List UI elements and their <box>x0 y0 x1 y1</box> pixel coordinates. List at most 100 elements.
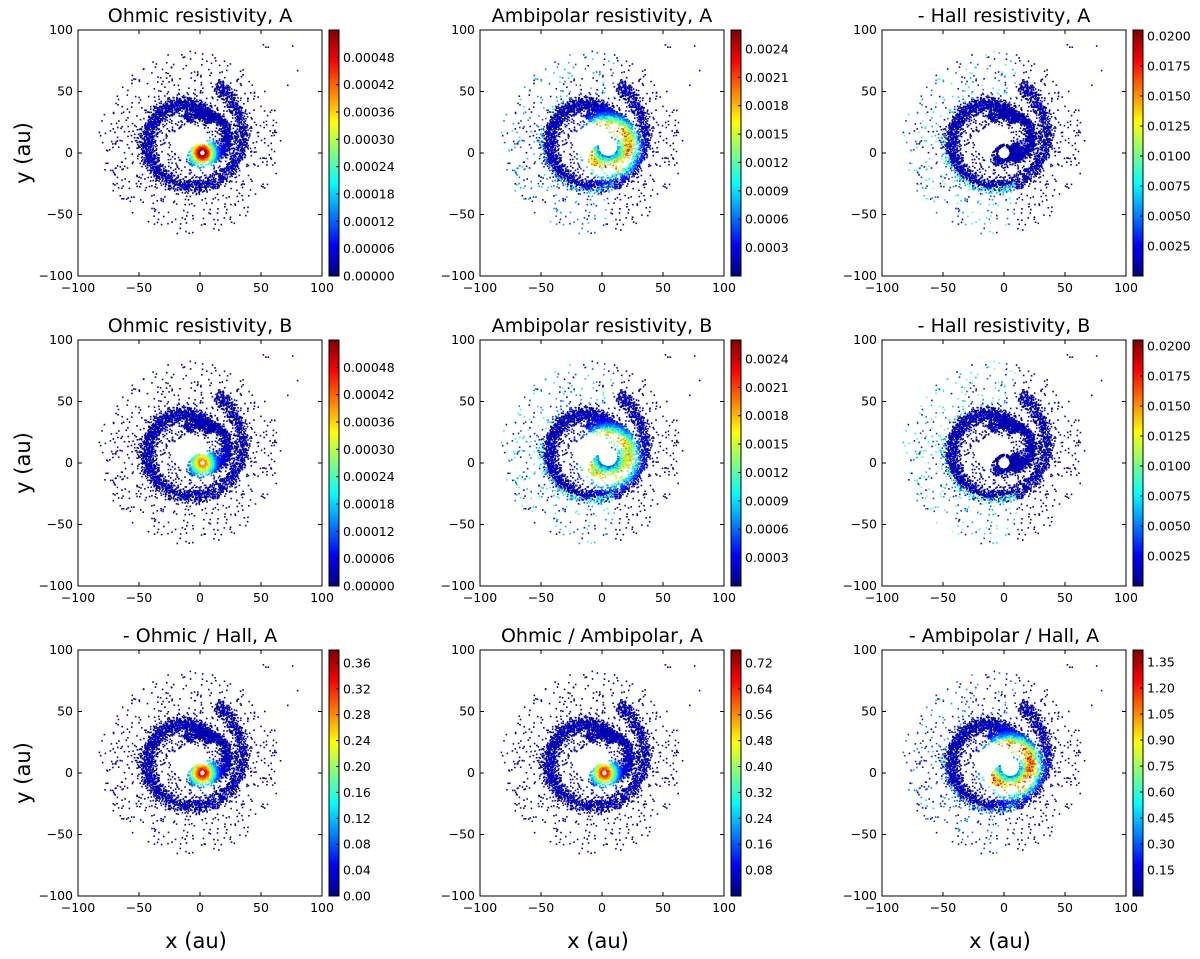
scatter-point <box>190 180 193 183</box>
scatter-point <box>262 161 264 163</box>
scatter-point <box>173 200 176 203</box>
scatter-point <box>209 213 212 215</box>
scatter-point <box>231 106 233 108</box>
scatter-point <box>110 169 112 172</box>
scatter-point <box>208 131 211 133</box>
scatter-point <box>168 130 171 133</box>
scatter-point <box>185 105 188 107</box>
scatter-point <box>193 109 196 112</box>
scatter-point <box>240 147 243 150</box>
scatter-point <box>159 140 162 142</box>
scatter-point <box>237 149 239 152</box>
scatter-point <box>202 180 204 183</box>
scatter-point <box>238 128 241 131</box>
scatter-point <box>158 167 161 170</box>
scatter-point <box>217 120 220 123</box>
scatter-point <box>112 128 115 130</box>
scatter-point <box>193 104 195 107</box>
scatter-point <box>178 104 181 106</box>
scatter-point <box>149 120 152 122</box>
scatter-point <box>233 97 235 99</box>
scatter-point <box>223 167 226 170</box>
scatter-point <box>183 184 185 187</box>
scatter-point <box>152 147 155 149</box>
scatter-point <box>193 189 196 191</box>
scatter-point <box>193 79 196 82</box>
scatter-point <box>218 89 221 91</box>
scatter-point <box>182 96 184 99</box>
scatter-point <box>192 100 194 102</box>
scatter-point <box>214 171 217 174</box>
scatter-point <box>234 173 237 175</box>
scatter-point <box>235 181 237 183</box>
scatter-point <box>246 143 248 145</box>
scatter-point <box>224 206 226 208</box>
scatter-point <box>166 92 169 95</box>
scatter-point <box>214 113 217 115</box>
scatter-point <box>193 98 196 100</box>
scatter-point <box>236 164 239 167</box>
scatter-point <box>220 85 222 87</box>
scatter-point <box>214 135 217 138</box>
scatter-point <box>269 111 272 113</box>
scatter-point <box>226 122 228 124</box>
scatter-point <box>238 123 241 125</box>
scatter-point <box>230 156 232 158</box>
scatter-point <box>155 135 157 137</box>
scatter-point <box>205 97 208 100</box>
scatter-point <box>235 143 237 145</box>
scatter-point <box>200 102 202 105</box>
scatter-point <box>237 100 240 103</box>
scatter-point <box>222 142 225 145</box>
scatter-point <box>200 113 203 116</box>
scatter-point <box>168 101 171 103</box>
scatter-point <box>154 160 157 163</box>
scatter-point <box>171 176 174 179</box>
scatter-point <box>147 123 149 125</box>
scatter-point <box>224 128 227 131</box>
scatter-point <box>139 118 142 121</box>
scatter-point <box>233 94 236 97</box>
scatter-point <box>222 130 225 132</box>
scatter-point <box>240 131 242 133</box>
scatter-point <box>203 108 206 110</box>
scatter-point <box>264 90 266 93</box>
scatter-point <box>106 149 108 151</box>
scatter-point <box>198 118 200 120</box>
scatter-point <box>211 186 214 188</box>
scatter-point <box>222 98 224 100</box>
scatter-point <box>225 150 227 152</box>
scatter-point <box>131 82 133 85</box>
scatter-point <box>217 166 220 169</box>
scatter-point <box>190 113 193 115</box>
scatter-point <box>206 189 208 192</box>
scatter-point <box>219 128 221 130</box>
scatter-point <box>243 134 245 136</box>
scatter-point <box>151 161 153 163</box>
scatter-point <box>116 165 119 167</box>
scatter-point <box>195 184 198 186</box>
scatter-point <box>182 186 185 188</box>
scatter-point <box>151 118 154 120</box>
scatter-point <box>257 135 260 138</box>
scatter-point <box>221 170 224 172</box>
scatter-point <box>121 86 124 89</box>
scatter-point <box>217 81 219 84</box>
scatter-point <box>166 61 168 64</box>
scatter-point <box>158 112 161 115</box>
scatter-point <box>179 109 181 111</box>
scatter-point <box>192 176 194 178</box>
scatter-point <box>231 180 233 183</box>
scatter-point <box>157 111 159 113</box>
scatter-point <box>236 80 238 83</box>
scatter-point <box>239 153 241 156</box>
scatter-point <box>201 109 203 111</box>
scatter-point <box>151 185 153 187</box>
scatter-point <box>192 108 195 111</box>
scatter-point <box>204 106 207 108</box>
scatter-point <box>146 82 149 85</box>
scatter-point <box>249 147 252 150</box>
scatter-point <box>154 110 157 112</box>
scatter-point <box>240 117 243 119</box>
